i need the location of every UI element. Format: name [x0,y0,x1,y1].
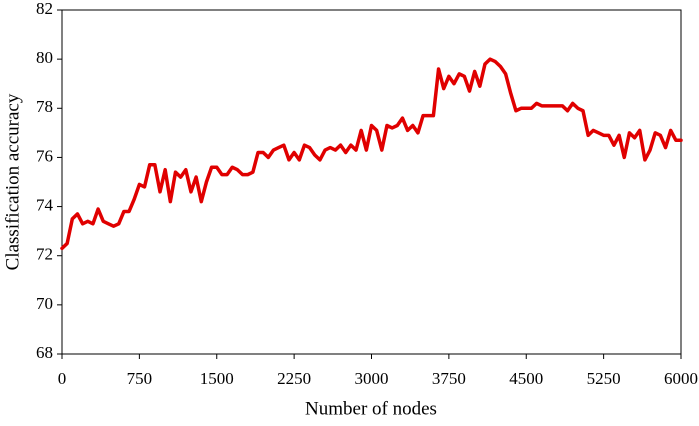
y-tick-label: 70 [36,294,53,313]
x-tick-label: 3000 [355,369,389,388]
x-tick-label: 3750 [432,369,466,388]
y-tick-label: 68 [36,343,53,362]
y-tick-label: 78 [36,97,53,116]
y-tick-label: 76 [36,146,53,165]
x-tick-label: 0 [58,369,67,388]
x-tick-label: 750 [127,369,153,388]
y-tick-label: 82 [36,0,53,18]
x-tick-label: 6000 [664,369,698,388]
x-tick-label: 2250 [277,369,311,388]
x-tick-label: 1500 [200,369,234,388]
x-tick-label: 5250 [587,369,621,388]
x-tick-label: 4500 [509,369,543,388]
y-tick-label: 74 [36,195,54,214]
y-axis-title: Classification accuracy [2,93,23,270]
y-tick-label: 80 [36,48,53,67]
y-tick-label: 72 [36,245,53,264]
plot-frame [61,9,682,355]
data-line [60,57,683,251]
x-axis-title: Number of nodes [305,398,437,419]
